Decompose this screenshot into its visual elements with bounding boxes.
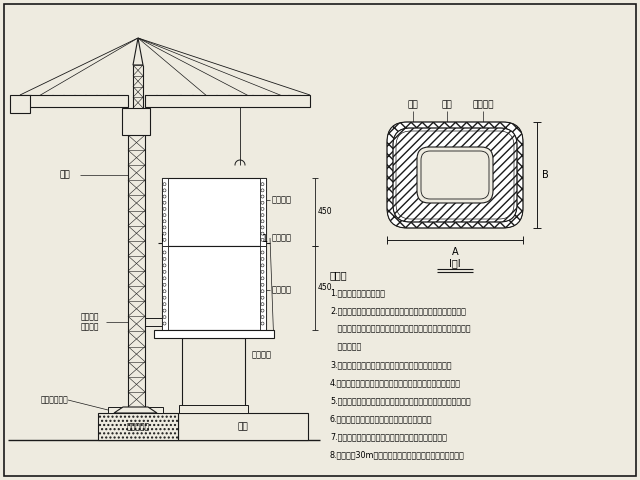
Circle shape <box>261 189 264 192</box>
Circle shape <box>261 207 264 210</box>
Circle shape <box>163 183 166 186</box>
Bar <box>154 330 273 338</box>
Bar <box>98 413 178 440</box>
Bar <box>20 95 128 107</box>
Circle shape <box>163 322 166 325</box>
Text: B: B <box>542 170 548 180</box>
Bar <box>179 405 248 413</box>
Circle shape <box>163 270 166 273</box>
Circle shape <box>163 303 166 306</box>
Circle shape <box>261 195 264 198</box>
Circle shape <box>261 264 264 267</box>
Bar <box>108 407 163 413</box>
Text: 5.由于模板没有拉条，所以每套模板必须用螺栓连接紧密、牢固。: 5.由于模板没有拉条，所以每套模板必须用螺栓连接紧密、牢固。 <box>330 396 470 405</box>
Text: 塔吊: 塔吊 <box>60 170 70 180</box>
Text: I: I <box>161 234 163 244</box>
Circle shape <box>261 277 264 280</box>
FancyBboxPatch shape <box>417 147 493 203</box>
Circle shape <box>261 214 264 216</box>
Text: 6.吊装模板时，注意模板的整体性，平稳吊装。: 6.吊装模板时，注意模板的整体性，平稳吊装。 <box>330 414 433 423</box>
Text: 桁架: 桁架 <box>442 100 452 109</box>
Circle shape <box>163 277 166 280</box>
FancyBboxPatch shape <box>417 147 493 203</box>
Text: 待浇墩身: 待浇墩身 <box>272 195 292 204</box>
Circle shape <box>261 238 264 241</box>
Text: A: A <box>452 247 458 257</box>
Text: 承台: 承台 <box>237 422 248 431</box>
Circle shape <box>261 201 264 204</box>
Text: 4.每次墩身施工以一套模板为基础，在其上连接另一套模板。: 4.每次墩身施工以一套模板为基础，在其上连接另一套模板。 <box>330 378 461 387</box>
Circle shape <box>261 303 264 306</box>
Circle shape <box>261 232 264 235</box>
Circle shape <box>261 257 264 261</box>
Text: 浇好墩身: 浇好墩身 <box>272 286 292 295</box>
Bar <box>161 178 266 246</box>
Circle shape <box>261 183 264 186</box>
Text: 1: 1 <box>262 234 268 244</box>
Circle shape <box>261 322 264 325</box>
Bar <box>259 178 266 246</box>
FancyBboxPatch shape <box>421 151 489 199</box>
Bar <box>161 246 266 330</box>
Bar <box>182 338 245 413</box>
Circle shape <box>163 201 166 204</box>
Circle shape <box>261 309 264 312</box>
Text: 说明：: 说明： <box>330 270 348 280</box>
Bar <box>161 246 168 330</box>
Text: 450: 450 <box>318 284 333 292</box>
Circle shape <box>163 290 166 293</box>
Text: 成型墩身: 成型墩身 <box>252 350 272 360</box>
Circle shape <box>163 283 166 286</box>
Circle shape <box>163 296 166 299</box>
Text: I－I: I－I <box>449 258 461 268</box>
Bar <box>122 108 150 135</box>
Circle shape <box>261 270 264 273</box>
Circle shape <box>163 232 166 235</box>
Circle shape <box>163 226 166 229</box>
Text: 2.使用塔吊应严格遵守《塔吊安全操作规程》等各种规章制度；: 2.使用塔吊应严格遵守《塔吊安全操作规程》等各种规章制度； <box>330 306 466 315</box>
Bar <box>10 95 30 113</box>
FancyBboxPatch shape <box>387 122 523 228</box>
Circle shape <box>261 226 264 229</box>
Circle shape <box>261 290 264 293</box>
Text: 吊重必须在塔吊吊重范围内；塔吊司机应持证上岗，专人操作，: 吊重必须在塔吊吊重范围内；塔吊司机应持证上岗，专人操作， <box>330 324 470 333</box>
Circle shape <box>163 220 166 223</box>
Polygon shape <box>114 407 157 413</box>
Circle shape <box>163 195 166 198</box>
Circle shape <box>163 238 166 241</box>
Bar <box>182 178 245 330</box>
Circle shape <box>163 257 166 261</box>
Circle shape <box>163 251 166 254</box>
Circle shape <box>163 315 166 319</box>
Text: 3.模板及支架拼装好后，安装护栏可作为工作平台使用。: 3.模板及支架拼装好后，安装护栏可作为工作平台使用。 <box>330 360 451 369</box>
Text: 塔吊附墙
牵拉构件: 塔吊附墙 牵拉构件 <box>81 312 99 332</box>
Text: 塔吊走行钢轨: 塔吊走行钢轨 <box>40 396 68 405</box>
Text: 专人指挥。: 专人指挥。 <box>330 342 361 351</box>
FancyBboxPatch shape <box>393 128 517 222</box>
Circle shape <box>261 251 264 254</box>
Text: 7.模板及桁架可供作业人员上下模板，但要注意安全。: 7.模板及桁架可供作业人员上下模板，但要注意安全。 <box>330 432 447 441</box>
Circle shape <box>261 315 264 319</box>
Text: 砼扩大基础: 砼扩大基础 <box>127 422 150 431</box>
Bar <box>259 246 266 330</box>
Circle shape <box>163 207 166 210</box>
Bar <box>178 413 308 440</box>
Circle shape <box>163 214 166 216</box>
Text: 工作平台: 工作平台 <box>472 100 493 109</box>
Polygon shape <box>133 38 143 65</box>
Circle shape <box>163 309 166 312</box>
Text: 8.墩身超过30m时外则设一台施工电梯，用于人员的运送。: 8.墩身超过30m时外则设一台施工电梯，用于人员的运送。 <box>330 450 465 459</box>
Text: 1.本图尺寸均以厘米计。: 1.本图尺寸均以厘米计。 <box>330 288 385 297</box>
Circle shape <box>261 220 264 223</box>
Bar <box>145 95 310 107</box>
Text: 工作平台: 工作平台 <box>272 233 292 242</box>
Text: 模板: 模板 <box>408 100 419 109</box>
Circle shape <box>163 264 166 267</box>
Circle shape <box>163 189 166 192</box>
Text: 450: 450 <box>318 207 333 216</box>
FancyBboxPatch shape <box>393 128 517 222</box>
Circle shape <box>261 283 264 286</box>
Circle shape <box>261 296 264 299</box>
Bar <box>161 178 168 246</box>
